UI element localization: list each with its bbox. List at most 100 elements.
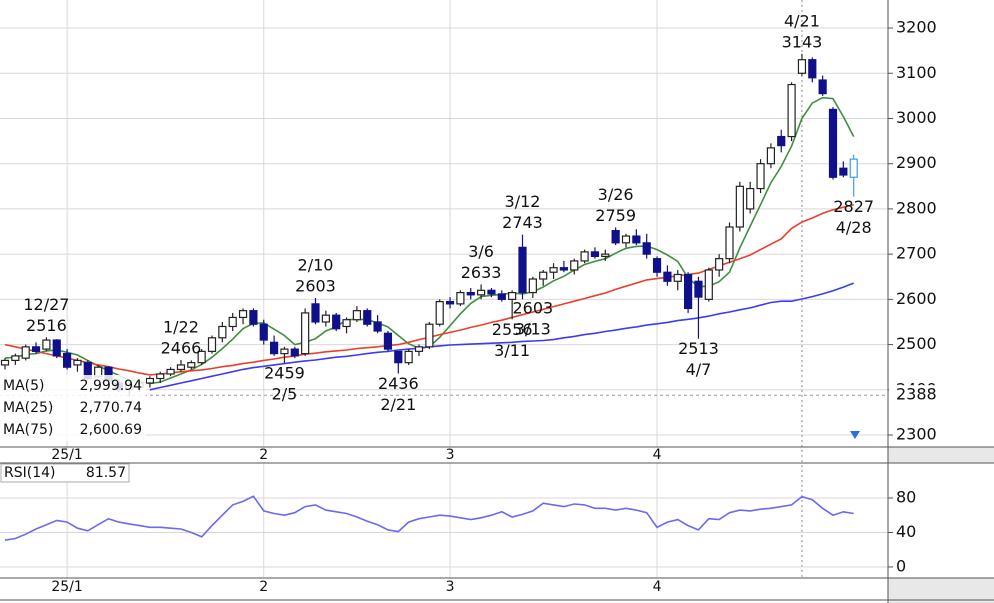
legend-name: RSI(14): [4, 465, 55, 481]
legend-name: MA(75): [3, 422, 53, 438]
annotation-date: 3/12: [505, 192, 541, 211]
candle-body: [197, 350, 206, 364]
reference-label-bg: [889, 385, 949, 406]
candle-body: [11, 355, 20, 362]
y-tick-label: 3200: [896, 18, 937, 37]
annotation-date: 3/13: [515, 320, 551, 339]
annotation-date: 4/7: [686, 360, 712, 379]
candle-body: [601, 253, 610, 257]
legend-value: 2,999.94: [80, 378, 142, 394]
candle-body: [632, 235, 641, 244]
y-tick-label: 2800: [896, 198, 937, 217]
annotation-value: 3143: [782, 32, 823, 51]
rsi-line: [4, 495, 854, 541]
x-tick-label: 3: [446, 447, 455, 463]
annotation-value: 2743: [502, 213, 543, 232]
candle-body: [280, 348, 289, 355]
candle-body: [145, 377, 154, 384]
candle-body: [539, 271, 548, 280]
candle-body: [321, 314, 330, 323]
candle-body: [414, 346, 424, 352]
legend-name: MA(25): [3, 400, 53, 416]
candle-body: [207, 337, 217, 352]
ma-line: [149, 282, 854, 391]
y-tick-label: 2300: [896, 425, 937, 444]
marker-triangle: [850, 431, 860, 439]
candle-body: [425, 323, 434, 348]
annotation-value: 2556: [492, 320, 533, 339]
annotation-value: 2759: [595, 206, 636, 225]
candle-body: [301, 312, 310, 355]
candle-body: [466, 291, 475, 296]
candle-body: [797, 59, 807, 74]
annotation-value: 2827: [833, 197, 874, 216]
x-tick-label: 4: [653, 579, 662, 595]
candle-body: [456, 291, 465, 305]
candle-body: [383, 332, 393, 350]
candle-body: [31, 346, 41, 352]
candle-body: [445, 301, 455, 305]
annotation-value: 2633: [461, 263, 502, 282]
candle-body: [311, 303, 320, 323]
legend-bg: [0, 375, 146, 441]
candle-body: [332, 314, 341, 330]
candle-body: [187, 362, 196, 368]
legend-name: MA(5): [3, 378, 45, 394]
annotation-date: 2/5: [272, 385, 298, 404]
annotation-value: 2603: [512, 299, 553, 318]
candle-body: [828, 108, 838, 178]
x-tick-label: 2: [259, 579, 268, 595]
annotation-value: 2466: [161, 338, 202, 357]
candle-body: [290, 348, 299, 357]
candle-body: [766, 147, 776, 165]
candle-body: [342, 319, 351, 328]
annotation-value: 2513: [678, 339, 719, 358]
annotation-value: 2436: [378, 374, 419, 393]
candle-body: [487, 289, 496, 295]
candle-body: [404, 350, 413, 364]
annotation-date: 1/22: [163, 317, 199, 336]
annotation-date: 2/21: [380, 395, 416, 414]
legend-value: 2,770.74: [80, 400, 142, 416]
candle-body: [363, 310, 372, 325]
x-tick-label: 25/1: [51, 579, 82, 595]
legend-box: [0, 463, 130, 483]
x-tick-label: 25/1: [51, 447, 82, 463]
candle-body: [218, 325, 227, 339]
y-tick-label: 2500: [896, 334, 937, 353]
axis-corner: [888, 578, 994, 603]
annotation-date: 4/21: [784, 11, 820, 30]
y-tick-label: 0: [896, 556, 906, 575]
legend-value: 2,600.69: [80, 422, 142, 438]
x-tick-label: 3: [446, 579, 455, 595]
candle-body: [518, 246, 527, 294]
candle-body: [673, 273, 682, 282]
candle-body: [259, 323, 268, 341]
candle-body: [715, 258, 724, 271]
candle-body: [508, 291, 517, 300]
plot-layer: 25/1 2 3 4 2300 2 40 0 2500 2600 2700 2800 2900 3000 3…: [0, 0, 949, 595]
y-tick-label: 3100: [896, 63, 937, 82]
candle-body: [725, 226, 734, 260]
candle-body: [52, 339, 61, 357]
annotation-date: 3/26: [598, 185, 634, 204]
candle-body: [94, 366, 103, 377]
candle-body: [704, 269, 713, 300]
candle-body: [73, 359, 82, 366]
candle-body: [477, 289, 486, 296]
candle-body: [570, 260, 579, 271]
candle-body: [621, 235, 631, 244]
candle-body: [735, 185, 744, 228]
candle-body: [839, 167, 848, 176]
axis-corner: [888, 447, 994, 463]
candle-body: [746, 187, 755, 210]
candle-body: [238, 310, 248, 319]
candle-body: [528, 278, 537, 294]
candle-body: [435, 301, 444, 325]
candle-body: [249, 310, 258, 325]
candle-body: [21, 346, 30, 359]
candle-body: [787, 83, 796, 138]
reference-label: 2388: [896, 385, 937, 404]
candle-body: [642, 242, 651, 255]
